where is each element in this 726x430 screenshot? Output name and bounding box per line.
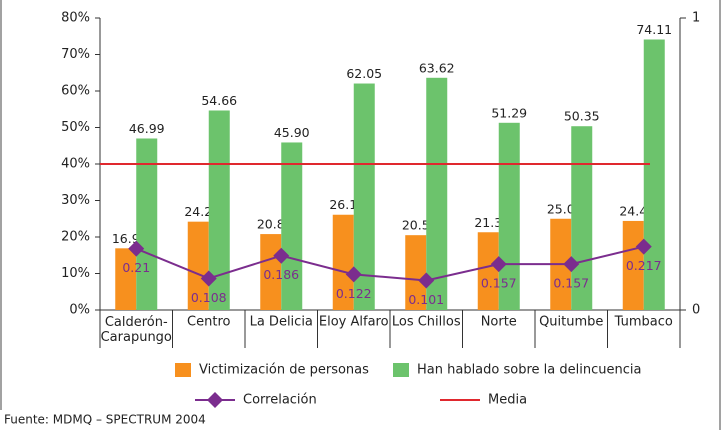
value-label: 24.4: [619, 203, 647, 218]
value-label: 74.11: [636, 22, 672, 37]
y2-tick-label: 0: [692, 303, 700, 318]
value-label: 0.21: [122, 260, 150, 275]
legend-label: Victimización de personas: [199, 363, 369, 378]
bar: [208, 110, 230, 310]
x-tick-label: Centro: [187, 315, 230, 330]
bar: [187, 221, 209, 310]
y-tick-label: 30%: [61, 193, 90, 208]
value-label: 62.05: [346, 66, 382, 81]
legend-marker: [207, 392, 223, 408]
value-label: 16.9: [112, 231, 140, 246]
value-label: 20.5: [402, 218, 430, 233]
y-tick-label: 20%: [61, 230, 90, 245]
value-label: 46.99: [129, 121, 165, 136]
value-label: 25.0: [547, 201, 575, 216]
bar: [622, 220, 644, 310]
line-marker: [490, 256, 507, 273]
x-tick-label-line: Carapungo: [101, 330, 172, 345]
x-tick-label: Tumbaco: [614, 315, 673, 330]
y-tick-label: 40%: [61, 157, 90, 172]
line-marker: [635, 238, 652, 255]
legend-label: Media: [488, 393, 527, 408]
value-label: 54.66: [201, 93, 237, 108]
value-label: 20.8: [257, 217, 285, 232]
y-tick-label: 50%: [61, 120, 90, 135]
y-tick-label: 0%: [69, 303, 90, 318]
x-tick-label: La Delicia: [250, 315, 313, 330]
bar: [353, 83, 375, 310]
value-label: 63.62: [419, 60, 455, 75]
y-tick-label: 60%: [61, 84, 90, 99]
value-label: 0.101: [408, 292, 444, 307]
line-marker: [273, 247, 290, 264]
y2-tick-label: 1: [692, 11, 700, 26]
line-marker: [200, 270, 217, 287]
bar: [405, 235, 427, 310]
x-tick-label: Quitumbe: [539, 315, 603, 330]
legend-swatch: [175, 363, 191, 377]
y-tick-label: 10%: [61, 266, 90, 281]
x-tick-label: Calderón-Carapungo: [101, 315, 172, 345]
y-tick-label: 70%: [61, 47, 90, 62]
value-label: 0.108: [191, 290, 227, 305]
bar: [332, 214, 354, 310]
y-tick-label: 80%: [61, 11, 90, 26]
line-marker: [345, 266, 362, 283]
bar: [115, 248, 137, 310]
value-label: 24.2: [184, 204, 212, 219]
bar: [136, 138, 158, 310]
line-marker: [563, 256, 580, 273]
line-series: [135, 245, 644, 282]
line-marker: [128, 240, 145, 257]
legend-label: Han hablado sobre la delincuencia: [417, 363, 641, 378]
value-label: 0.122: [336, 286, 372, 301]
legend-label: Correlación: [243, 393, 317, 408]
value-label: 51.29: [491, 105, 527, 120]
source: Fuente: MDMQ – SPECTRUM 2004: [4, 413, 206, 427]
line-marker: [418, 272, 435, 289]
bar: [281, 142, 303, 310]
x-tick-label: Los Chillos: [392, 315, 461, 330]
value-label: 50.35: [564, 109, 600, 124]
value-label: 0.157: [481, 276, 517, 291]
value-label: 0.217: [626, 258, 662, 273]
bar: [477, 232, 499, 310]
x-tick-label-line: Calderón-: [105, 315, 168, 330]
value-label: 45.90: [274, 125, 310, 140]
value-label: 0.186: [263, 267, 299, 282]
x-tick-label: Norte: [481, 315, 517, 330]
value-label: 21.3: [474, 215, 502, 230]
x-tick-label: Eloy Alfaro: [319, 315, 389, 330]
value-label: 0.157: [553, 276, 589, 291]
legend-swatch: [393, 363, 409, 377]
bar: [426, 77, 448, 310]
value-label: 26.1: [329, 197, 357, 212]
bar: [643, 39, 665, 310]
